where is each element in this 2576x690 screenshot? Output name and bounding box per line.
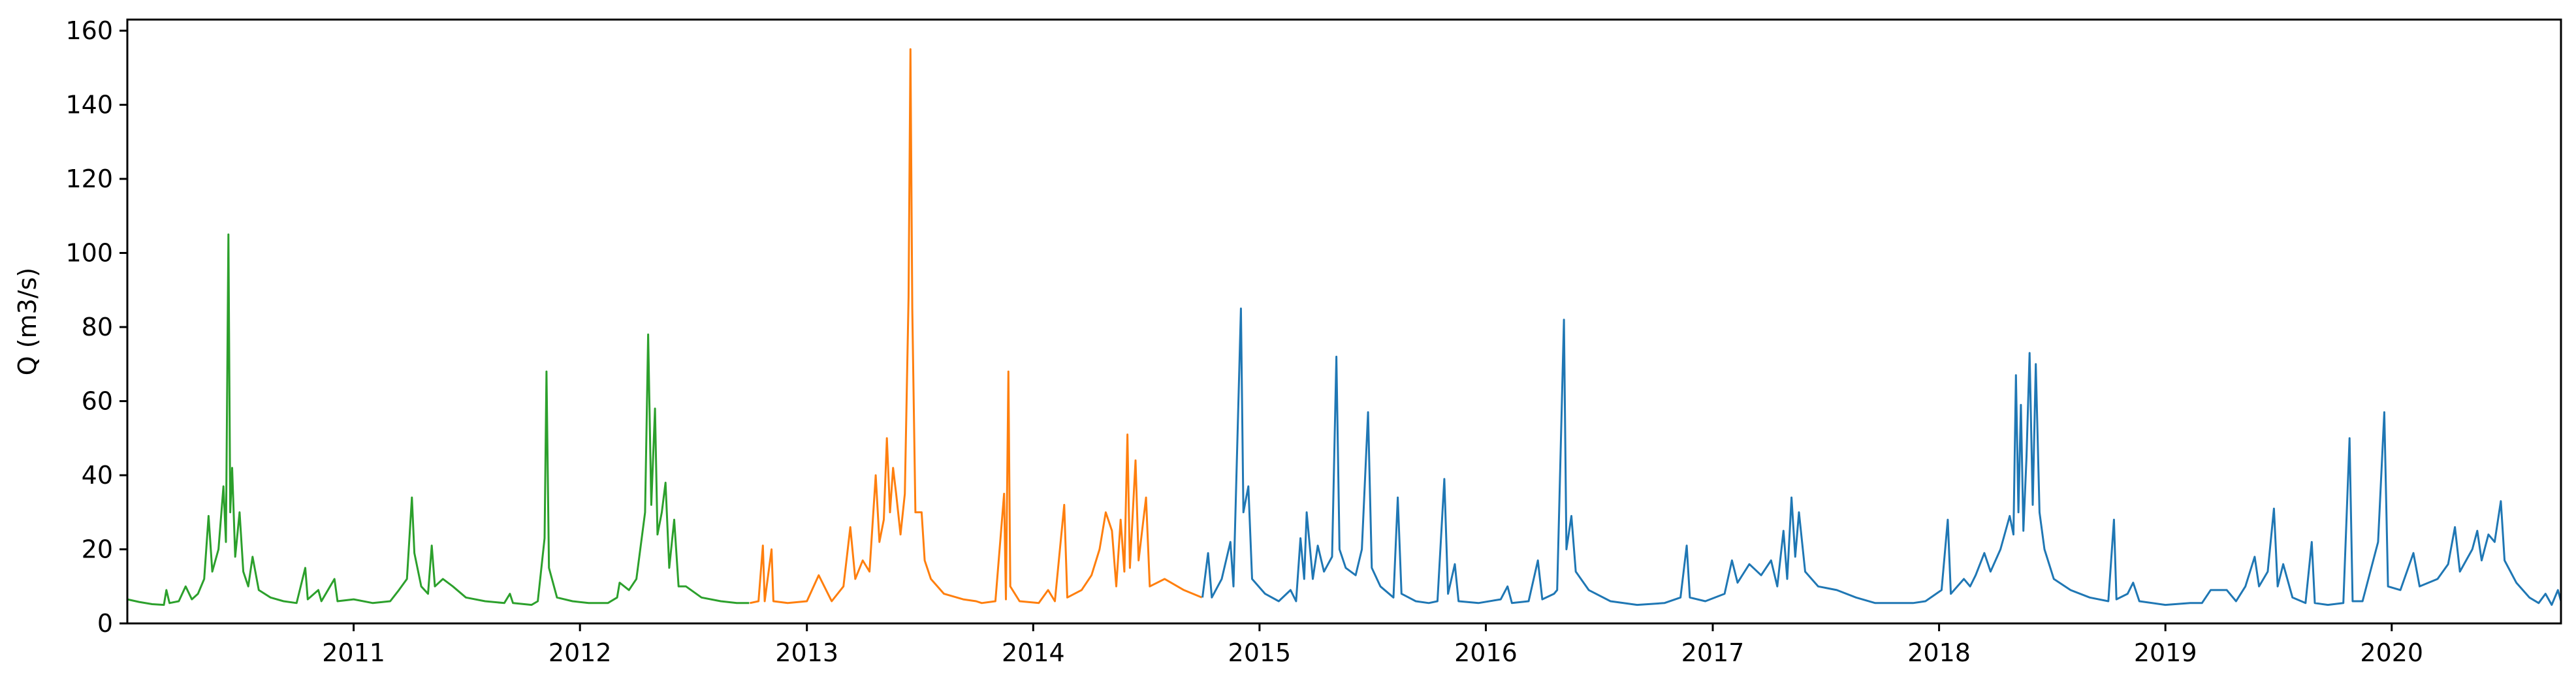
series-line-3: [1201, 307, 2562, 606]
x-tick-label: 2016: [1454, 638, 1518, 667]
x-tick-label: 2011: [322, 638, 385, 667]
y-tick-label: 120: [65, 165, 113, 193]
x-tick-label: 2012: [549, 638, 612, 667]
x-tick-label: 2014: [1002, 638, 1065, 667]
x-tick-label: 2020: [2360, 638, 2423, 667]
y-axis: 0 20 40 60 80 100 120 140 160: [65, 16, 127, 638]
y-tick-label: 60: [82, 387, 113, 416]
y-axis-title: Q (m3/s): [13, 268, 42, 375]
series-line-2: [750, 48, 1203, 604]
axes-layer: [126, 18, 2562, 625]
y-tick-label: 0: [97, 609, 113, 638]
x-tick-label: 2013: [775, 638, 838, 667]
x-tick-label: 2017: [1681, 638, 1745, 667]
series-layer: [127, 48, 2562, 606]
series-line-1: [127, 233, 750, 606]
y-tick-label: 100: [65, 239, 113, 268]
y-tick-label: 80: [82, 313, 113, 341]
x-tick-label: 2019: [2134, 638, 2197, 667]
x-axis: 2011 2012 2013 2014 2015 2016 2017 2018 2019 2020: [322, 623, 2423, 667]
x-tick-label: 2015: [1228, 638, 1292, 667]
x-tick-label: 2018: [1907, 638, 1971, 667]
y-tick-label: 20: [82, 535, 113, 564]
y-tick-label: 140: [65, 91, 113, 119]
y-tick-label: 40: [82, 461, 113, 490]
plot-frame: [126, 18, 2562, 625]
y-tick-label: 160: [65, 16, 113, 45]
